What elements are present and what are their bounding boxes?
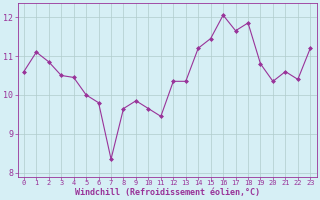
X-axis label: Windchill (Refroidissement éolien,°C): Windchill (Refroidissement éolien,°C) — [75, 188, 260, 197]
